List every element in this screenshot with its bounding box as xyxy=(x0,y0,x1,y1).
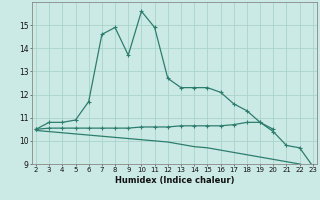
X-axis label: Humidex (Indice chaleur): Humidex (Indice chaleur) xyxy=(115,176,234,185)
